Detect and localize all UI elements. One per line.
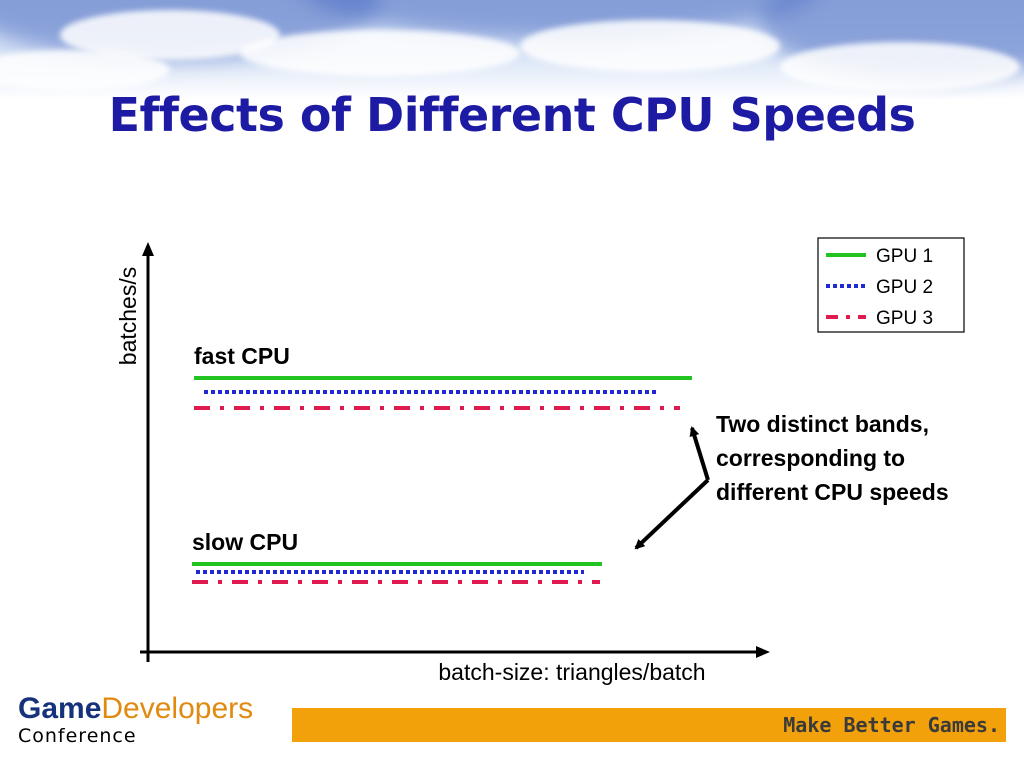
legend-gpu1-label: GPU 1 (876, 246, 933, 267)
legend-gpu3-label: GPU 3 (876, 308, 933, 329)
annotation-line-2: corresponding to (716, 445, 905, 471)
x-axis-arrow (756, 646, 770, 658)
annotation-line-1: Two distinct bands, (716, 411, 929, 437)
x-axis-label: batch-size: triangles/batch (438, 659, 705, 685)
annotation-arrow-up (689, 426, 710, 481)
gdc-logo: GameDevelopers Conference (18, 694, 288, 754)
legend-gpu2-label: GPU 2 (876, 277, 933, 298)
logo-game-text: Game (18, 692, 102, 725)
annotation-line-3: different CPU speeds (716, 479, 949, 505)
y-axis-arrow (142, 242, 154, 256)
sky-background (0, 0, 1024, 100)
slide-title: Effects of Different CPU Speeds (108, 88, 916, 142)
fast-cpu-label: fast CPU (194, 343, 290, 369)
legend: GPU 1 GPU 2 GPU 3 (817, 237, 965, 333)
logo-developers-text: Developers (101, 692, 254, 725)
y-axis-label: batches/s (115, 267, 141, 365)
annotation: Two distinct bands, corresponding to dif… (634, 411, 949, 550)
footer-slogan: Make Better Games. (783, 713, 1000, 737)
annotation-arrow-down (634, 478, 710, 550)
logo-conference-text: Conference (18, 725, 137, 747)
slow-cpu-label: slow CPU (192, 529, 298, 555)
footer-bar: Make Better Games. (292, 708, 1006, 742)
